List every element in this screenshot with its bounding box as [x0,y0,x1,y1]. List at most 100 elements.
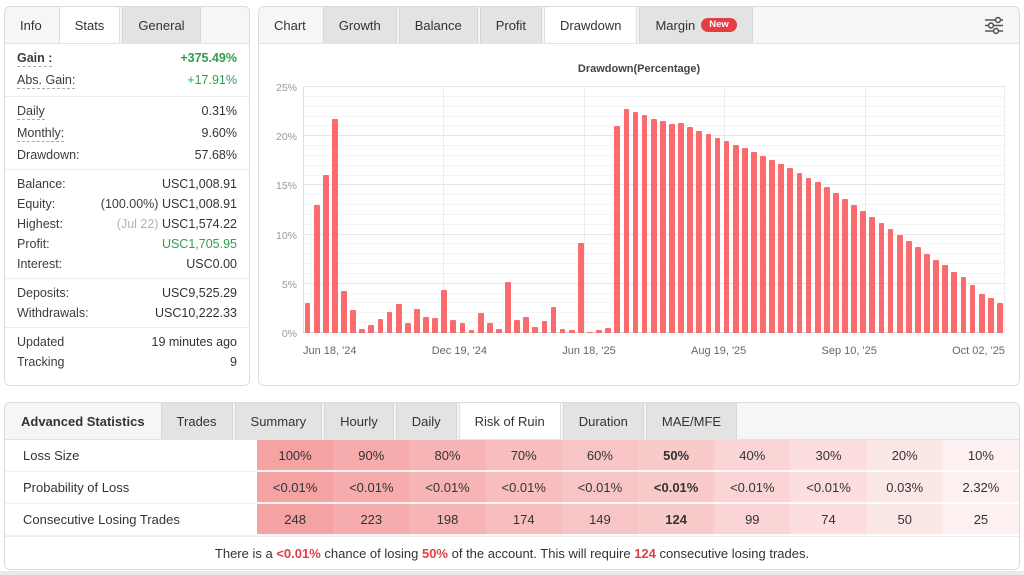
drawdown-bar[interactable] [842,199,848,333]
drawdown-bar[interactable] [778,163,785,333]
drawdown-bar[interactable] [678,123,684,333]
tab-margin[interactable]: Margin New [639,7,753,43]
drawdown-bar[interactable] [915,247,921,333]
drawdown-bar[interactable] [395,304,402,333]
tab-summary[interactable]: Summary [234,403,323,439]
drawdown-bar[interactable] [878,222,885,333]
drawdown-bar[interactable] [505,281,511,333]
tab-hourly[interactable]: Hourly [324,403,394,439]
drawdown-bar[interactable] [787,167,794,333]
drawdown-bar[interactable] [587,332,593,333]
drawdown-bar[interactable] [596,330,602,333]
drawdown-bar[interactable] [659,121,666,333]
drawdown-bar[interactable] [568,330,575,333]
drawdown-bar[interactable] [823,187,830,333]
tab-growth[interactable]: Growth [322,7,397,43]
drawdown-bar[interactable] [486,323,493,333]
drawdown-bar[interactable] [614,126,621,333]
tab-drawdown[interactable]: Drawdown [544,7,638,43]
drawdown-bar[interactable] [860,210,867,333]
stat-label[interactable]: Gain : [17,51,53,67]
tab-mae-mfe[interactable]: MAE/MFE [645,403,738,439]
stat-label[interactable]: Daily [17,104,45,120]
drawdown-bar[interactable] [532,327,539,333]
stat-value: USC10,222.33 [154,306,237,320]
drawdown-bar[interactable] [714,138,721,333]
drawdown-bar[interactable] [896,234,903,333]
tab-general[interactable]: General [122,7,201,43]
drawdown-bar[interactable] [432,318,438,333]
drawdown-bar[interactable] [468,330,475,333]
drawdown-bar[interactable] [933,260,939,333]
drawdown-bar[interactable] [404,323,411,333]
drawdown-bar[interactable] [769,159,775,333]
sliders-icon[interactable] [983,7,1005,43]
drawdown-bar[interactable] [705,134,712,333]
drawdown-bar[interactable] [942,265,949,333]
drawdown-bar[interactable] [368,325,375,333]
drawdown-bar[interactable] [924,254,930,333]
tab-daily[interactable]: Daily [395,403,457,439]
drawdown-bar[interactable] [905,240,912,333]
drawdown-bar[interactable] [751,151,757,333]
drawdown-bar[interactable] [951,272,958,333]
drawdown-bar[interactable] [450,320,457,333]
drawdown-bar[interactable] [523,317,530,333]
drawdown-bar[interactable] [960,276,967,333]
tab-info[interactable]: Info [5,7,57,43]
tab-stats[interactable]: Stats [58,7,121,43]
drawdown-bar[interactable] [805,177,812,333]
drawdown-bar[interactable] [377,319,384,333]
drawdown-bar[interactable] [550,307,557,333]
drawdown-bar[interactable] [514,320,520,333]
drawdown-bar[interactable] [650,118,657,333]
tab-profit[interactable]: Profit [479,7,543,43]
drawdown-bar[interactable] [760,155,766,333]
drawdown-bar[interactable] [441,289,448,333]
drawdown-bar[interactable] [741,148,748,333]
drawdown-bar[interactable] [833,193,839,333]
stat-label[interactable]: Abs. Gain: [17,73,76,89]
drawdown-bar[interactable] [313,205,320,333]
drawdown-bar[interactable] [969,284,976,333]
drawdown-bar[interactable] [541,321,548,333]
drawdown-bar[interactable] [997,302,1003,333]
drawdown-bar[interactable] [732,145,739,333]
drawdown-bar[interactable] [814,182,821,333]
drawdown-bar[interactable] [359,329,366,333]
page-bottom-scroll-strip[interactable] [0,571,1024,575]
tab-balance[interactable]: Balance [398,7,478,43]
drawdown-bar[interactable] [687,127,694,333]
drawdown-bar[interactable] [796,172,803,333]
drawdown-bar[interactable] [559,329,566,333]
drawdown-bar[interactable] [723,141,730,333]
stat-label[interactable]: Monthly: [17,126,65,142]
drawdown-bar[interactable] [477,313,484,333]
drawdown-bar[interactable] [623,108,630,333]
drawdown-bar[interactable] [577,243,584,333]
drawdown-bar[interactable] [341,290,347,333]
drawdown-bar[interactable] [332,119,338,333]
tab-chart[interactable]: Chart [259,7,321,43]
drawdown-bar[interactable] [495,329,502,333]
drawdown-bar[interactable] [696,131,703,333]
drawdown-bar[interactable] [386,312,393,333]
drawdown-bar[interactable] [304,302,311,333]
drawdown-bar[interactable] [987,297,994,333]
tab-trades[interactable]: Trades [160,403,233,439]
drawdown-bar[interactable] [423,317,429,333]
drawdown-bar[interactable] [459,323,466,333]
drawdown-bar[interactable] [851,205,857,333]
drawdown-bar[interactable] [632,111,639,333]
drawdown-bar[interactable] [869,216,876,333]
tab-risk-of-ruin[interactable]: Risk of Ruin [458,403,561,439]
drawdown-bar[interactable] [350,310,356,333]
drawdown-bar[interactable] [669,124,675,333]
drawdown-bar[interactable] [978,293,985,333]
tab-duration[interactable]: Duration [562,403,644,439]
drawdown-bar[interactable] [322,174,329,333]
drawdown-bar[interactable] [641,114,648,333]
drawdown-bar[interactable] [887,228,894,333]
drawdown-bar[interactable] [414,309,420,333]
drawdown-bar[interactable] [605,328,612,333]
